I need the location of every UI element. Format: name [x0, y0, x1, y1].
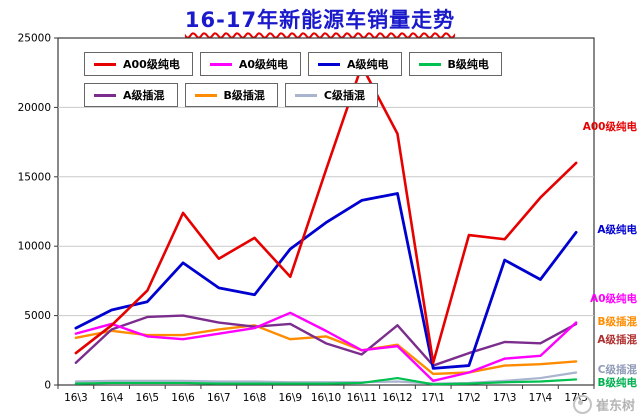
- series-line-a-phev: [74, 314, 578, 367]
- x-axis-label: 17\3: [493, 392, 517, 404]
- series-line-b-phev: [74, 324, 578, 376]
- y-axis-label: 10000: [18, 241, 51, 253]
- legend-item-b-phev: B级插混: [184, 83, 278, 107]
- chart-title: 16-17年新能源车销量走势: [184, 8, 456, 32]
- x-axis-label: 16\9: [278, 392, 302, 404]
- series-line-b-bev: [74, 376, 578, 386]
- legend-label: B级插混: [223, 89, 265, 102]
- y-axis-label: 25000: [18, 33, 51, 45]
- legend-label: A00级纯电: [123, 58, 180, 71]
- x-axis-label: 16\10: [311, 392, 341, 404]
- legend-label: A0级纯电: [238, 58, 288, 71]
- series-line-a-bev: [74, 192, 578, 370]
- legend-swatch-a-bev: [318, 62, 340, 66]
- legend-item-a00-bev: A00级纯电: [84, 52, 193, 76]
- legend-swatch-b-phev: [194, 93, 217, 97]
- x-axis-label: 16\7: [207, 392, 231, 404]
- chart-legend: A00级纯电 A0级纯电 A级纯电 B级纯电 A级插混 B级插混 C级插混: [84, 52, 502, 107]
- x-axis-label: 17\1: [421, 392, 445, 404]
- legend-label: C级插混: [323, 89, 365, 102]
- chart-header: 16-17年新能源车销量走势: [0, 4, 640, 34]
- legend-swatch-a0-bev: [209, 62, 232, 66]
- legend-item-b-bev: B级纯电: [408, 52, 502, 76]
- legend-swatch-a00-bev: [94, 62, 116, 66]
- legend-item-a0-bev: A0级纯电: [199, 52, 301, 76]
- series-line-a0-bev: [74, 311, 578, 383]
- x-axis-label: 16\11: [347, 392, 377, 404]
- watermark-logo-icon: [572, 395, 592, 414]
- legend-row: A00级纯电 A0级纯电 A级纯电 B级纯电: [84, 52, 502, 76]
- y-axis-label: 5000: [24, 310, 51, 322]
- watermark: 崔东树: [572, 395, 635, 414]
- watermark-text: 崔东树: [595, 399, 635, 414]
- y-axis-label: 15000: [18, 171, 51, 183]
- x-axis-label: 16\4: [100, 392, 124, 404]
- y-axis-label: 20000: [18, 102, 51, 114]
- legend-row: A级插混 B级插混 C级插混: [84, 83, 502, 107]
- x-axis-label: 17\2: [457, 392, 481, 404]
- series-line-c-phev: [74, 371, 578, 385]
- x-axis-label: 16\5: [136, 392, 160, 404]
- x-axis-label: 17\4: [529, 392, 553, 404]
- x-axis-label: 16\3: [64, 392, 88, 404]
- legend-label: A级插混: [123, 89, 165, 102]
- y-axis-label: 0: [44, 380, 51, 392]
- x-axis-label: 16\12: [382, 392, 412, 404]
- legend-item-c-phev: C级插混: [284, 83, 378, 107]
- legend-swatch-c-phev: [294, 93, 317, 97]
- legend-swatch-a-phev: [94, 93, 116, 97]
- series-line-a00-bev: [74, 64, 578, 365]
- legend-label: B级纯电: [447, 58, 489, 71]
- x-axis-label: 16\8: [243, 392, 267, 404]
- x-axis-label: 16\6: [171, 392, 195, 404]
- legend-item-a-bev: A级纯电: [308, 52, 402, 76]
- legend-swatch-b-bev: [418, 62, 441, 66]
- legend-item-a-phev: A级插混: [84, 83, 178, 107]
- legend-label: A级纯电: [347, 58, 389, 71]
